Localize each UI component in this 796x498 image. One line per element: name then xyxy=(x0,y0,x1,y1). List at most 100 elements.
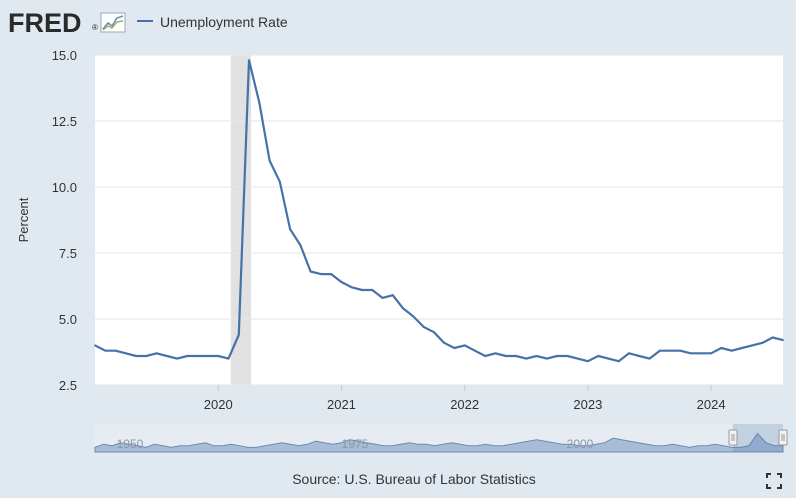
data-point xyxy=(433,331,435,334)
data-point xyxy=(535,355,538,357)
y-tick-label: 15.0 xyxy=(52,48,77,63)
data-point xyxy=(566,355,569,357)
data-point xyxy=(597,355,600,357)
data-point xyxy=(412,315,415,318)
data-point xyxy=(484,355,487,357)
data-point xyxy=(217,355,220,357)
data-point xyxy=(679,349,682,352)
navigator[interactable]: 1950 1975 2000 xyxy=(94,424,788,453)
data-point xyxy=(710,352,712,355)
y-tick-label: 12.5 xyxy=(52,114,77,129)
x-tick-label: 2024 xyxy=(697,397,726,412)
data-point xyxy=(402,307,404,310)
data-point xyxy=(741,347,743,349)
legend-label: Unemployment Rate xyxy=(160,14,288,30)
data-point xyxy=(463,344,466,347)
brand-mark: ® xyxy=(92,23,98,32)
data-point xyxy=(525,357,528,360)
x-tick-label: 2020 xyxy=(204,397,233,412)
data-point xyxy=(607,357,610,360)
data-point xyxy=(494,352,497,355)
navigator-label-1950: 1950 xyxy=(117,437,144,451)
data-point xyxy=(207,355,209,357)
data-point xyxy=(587,360,589,363)
chart-line-icon xyxy=(100,12,126,33)
data-point xyxy=(545,357,548,360)
data-point xyxy=(391,294,394,297)
data-point xyxy=(751,344,754,347)
navigator-label-2000: 2000 xyxy=(567,437,594,451)
data-point xyxy=(474,349,476,352)
series-points xyxy=(94,59,784,363)
data-point xyxy=(155,352,158,355)
data-point xyxy=(186,355,189,357)
data-point xyxy=(761,341,764,344)
data-point xyxy=(782,339,784,341)
data-point xyxy=(227,357,230,360)
x-tick-label: 2021 xyxy=(327,397,356,412)
data-point xyxy=(258,101,261,104)
data-point xyxy=(669,349,671,352)
x-tick-label: 2022 xyxy=(450,397,479,412)
data-point xyxy=(730,349,733,352)
data-point xyxy=(176,357,179,360)
data-point xyxy=(371,289,374,291)
data-point xyxy=(617,360,620,363)
navigator-series xyxy=(94,432,784,453)
data-point xyxy=(309,270,312,273)
data-point xyxy=(330,273,333,275)
data-point xyxy=(361,289,363,291)
navigator-selection[interactable] xyxy=(733,424,783,452)
data-point xyxy=(104,349,107,352)
data-point xyxy=(648,357,651,360)
y-tick-label: 2.5 xyxy=(59,378,77,393)
y-axis: 2.5 5.0 7.5 10.0 12.5 15.0 xyxy=(52,48,77,393)
data-point xyxy=(145,355,148,357)
data-point xyxy=(628,352,630,355)
y-tick-label: 7.5 xyxy=(59,246,77,261)
y-axis-title: Percent xyxy=(16,197,31,242)
data-point xyxy=(124,352,127,355)
data-point xyxy=(422,326,425,328)
fullscreen-icon[interactable] xyxy=(766,473,782,489)
data-point xyxy=(700,352,702,355)
data-point xyxy=(299,244,302,247)
data-point xyxy=(658,349,661,352)
data-point xyxy=(771,336,774,339)
data-point xyxy=(350,286,353,289)
legend[interactable]: Unemployment Rate xyxy=(137,14,288,30)
data-point xyxy=(268,159,271,162)
grid-lines xyxy=(95,54,783,386)
data-point xyxy=(135,355,138,357)
data-point xyxy=(320,273,322,275)
data-point xyxy=(381,297,384,299)
navigator-label-1975: 1975 xyxy=(342,437,369,451)
fred-logo[interactable]: FRED ® xyxy=(8,8,126,38)
data-point xyxy=(720,347,723,349)
data-point xyxy=(515,355,517,357)
data-point xyxy=(196,355,199,357)
data-point xyxy=(94,344,96,347)
data-point xyxy=(689,352,692,355)
data-point xyxy=(166,355,168,357)
plot-area xyxy=(95,55,783,385)
y-tick-label: 5.0 xyxy=(59,312,77,327)
data-point xyxy=(453,347,456,349)
data-point xyxy=(114,349,117,352)
source-text: Source: U.S. Bureau of Labor Statistics xyxy=(292,471,536,487)
navigator-handle-right[interactable] xyxy=(778,429,788,446)
data-point xyxy=(576,357,579,360)
data-point xyxy=(278,180,281,183)
x-axis: 2020 2021 2022 2023 2024 xyxy=(204,385,726,412)
data-point xyxy=(556,355,558,357)
x-tick-label: 2023 xyxy=(573,397,602,412)
navigator-handle-left[interactable] xyxy=(728,429,738,446)
data-point xyxy=(340,281,343,283)
brand-text: FRED xyxy=(8,8,82,38)
data-point xyxy=(443,341,445,344)
data-point xyxy=(289,228,291,231)
data-point xyxy=(504,355,507,357)
series-line-unemployment-rate[interactable] xyxy=(94,59,784,363)
data-point xyxy=(638,355,641,357)
